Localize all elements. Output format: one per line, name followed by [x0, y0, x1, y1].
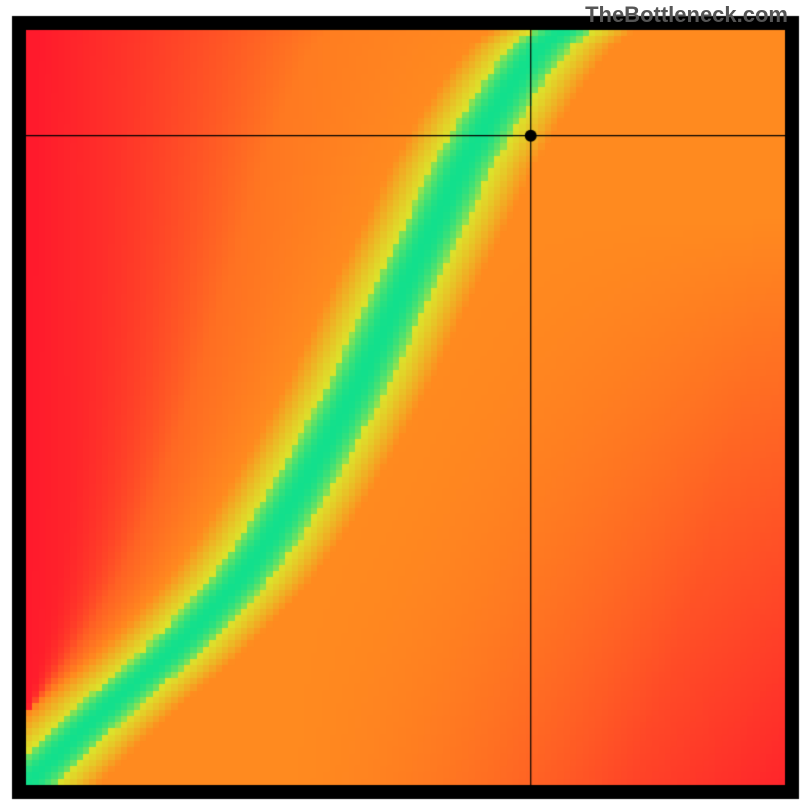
heatmap-canvas: [0, 0, 800, 800]
watermark-text: TheBottleneck.com: [585, 2, 788, 28]
